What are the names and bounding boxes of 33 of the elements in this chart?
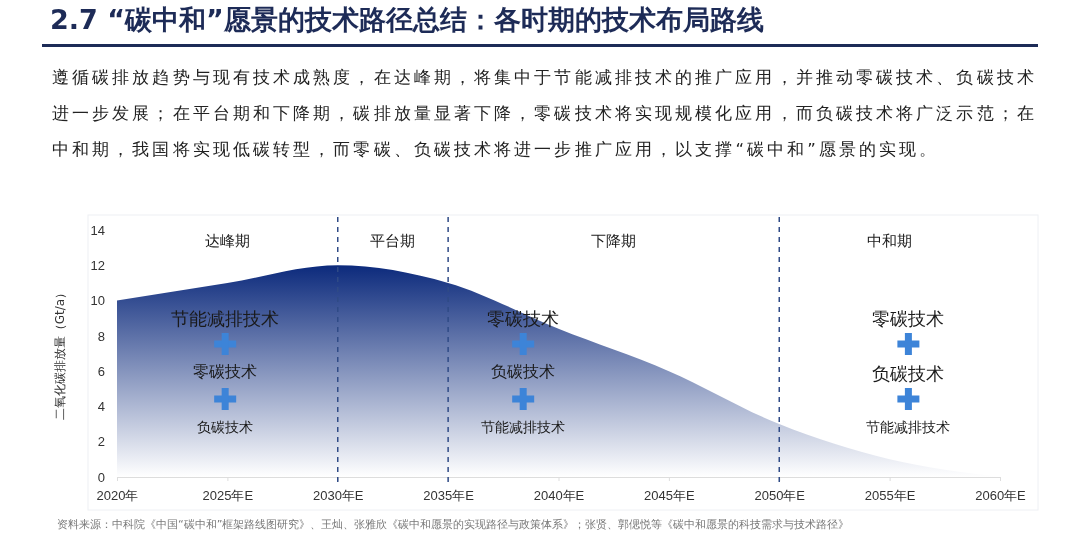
x-tick-label: 2035年E: [423, 487, 475, 503]
x-tick-label: 2045年E: [644, 487, 695, 503]
y-tick-label: 12: [90, 257, 105, 273]
chart-subtitle: 遵循碳排放趋势与现有技术成熟度，在达峰期，将集中于节能减排技术的推广应用，并推动零碳技术、负碳技术进一步发展；在平台期和下降期，碳排放量显著下降，零碳技术将实现规模化应用，而负碳技术将广泛示范；在中和期，我国将实现低碳转型，而零碳、负碳技术将进一步推广应用，以支撑“碳中和”愿景的实现。: [52, 67, 1037, 161]
annotation: 达峰期: [204, 232, 250, 250]
y-tick-label: 2: [97, 434, 105, 450]
annotation: 下降期: [591, 232, 637, 250]
x-tick-label: 2030年E: [312, 487, 364, 503]
x-tick-label: 2025年E: [202, 487, 254, 503]
y-axis-title: 二氧化碳排放量（Gt/a）: [53, 286, 67, 421]
y-tick-label: 14: [90, 222, 105, 238]
text: 资料来源：中科院《中国“碳中和”框架路线图研究》、王灿、张雅欣《碳中和愿景的实现路径与政策体系》；张贤、郭偲悦等《碳中和愿景的科技需求与技术路径》: [57, 518, 850, 531]
y-tick-label: 6: [97, 363, 105, 379]
x-tick-label: 2040年E: [533, 487, 585, 503]
x-tick-label: 2050年E: [754, 487, 806, 503]
annotation: 负碳技术: [872, 363, 945, 384]
x-tick-label: 2020年: [96, 487, 139, 503]
annotation: 零碳技术: [193, 362, 258, 381]
annotation: 中和期: [867, 232, 913, 250]
annotation: 零碳技术: [872, 308, 945, 329]
annotation: 节能减排技术: [866, 419, 951, 435]
annotation: 负碳技术: [197, 419, 254, 435]
annotation: 节能减排技术: [481, 419, 566, 435]
x-tick-label: 2055年E: [864, 487, 916, 503]
annotation: 节能减排技术: [171, 308, 280, 329]
y-tick-label: 4: [97, 399, 105, 415]
annotation: 负碳技术: [491, 362, 556, 381]
y-tick-label: 10: [90, 293, 105, 309]
x-tick-label: 2060年E: [975, 487, 1027, 503]
y-tick-label: 8: [97, 328, 105, 344]
chart-title: 2.7 “碳中和”愿景的技术路径总结：各时期的技术布局路线: [50, 3, 764, 37]
annotation: 平台期: [370, 232, 416, 250]
y-tick-label: 0: [97, 469, 105, 485]
